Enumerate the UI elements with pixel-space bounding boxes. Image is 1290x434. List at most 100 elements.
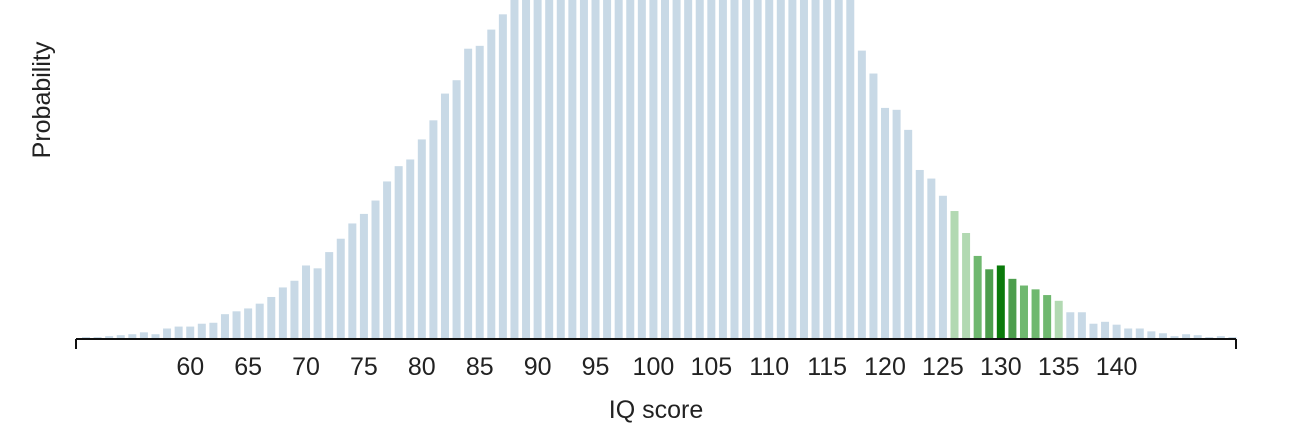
bar-iq-100 — [649, 0, 658, 339]
bar-iq-66 — [255, 303, 264, 339]
bar-iq-111 — [776, 0, 785, 339]
bar-iq-131 — [1008, 278, 1017, 339]
bar-iq-71 — [313, 268, 322, 339]
x-tick-label-135: 135 — [1038, 353, 1080, 381]
bar-iq-96 — [603, 0, 612, 339]
bar-iq-53 — [105, 336, 114, 339]
bar-iq-70 — [302, 265, 311, 339]
bar-iq-143 — [1147, 331, 1156, 339]
bar-iq-105 — [707, 0, 716, 339]
x-tick-label-115: 115 — [807, 353, 847, 381]
bar-iq-59 — [174, 326, 183, 339]
bar-iq-119 — [869, 73, 878, 339]
bar-iq-112 — [788, 0, 797, 339]
bar-iq-77 — [383, 181, 392, 339]
x-tick-label-75: 75 — [350, 353, 378, 381]
bar-iq-82 — [440, 93, 449, 339]
x-tick-label-125: 125 — [922, 353, 964, 381]
x-tick-label-70: 70 — [292, 353, 320, 381]
bar-iq-133 — [1031, 289, 1040, 339]
bar-iq-125 — [938, 195, 947, 339]
bar-iq-142 — [1135, 328, 1144, 339]
x-tick-label-105: 105 — [690, 353, 732, 381]
bar-iq-64 — [232, 311, 241, 339]
bar-iq-76 — [371, 200, 380, 339]
bar-iq-134 — [1043, 295, 1052, 339]
bar-iq-65 — [244, 308, 253, 339]
bar-iq-63 — [220, 314, 229, 339]
bar-iq-122 — [904, 129, 913, 339]
x-tick-label-80: 80 — [408, 353, 436, 381]
x-tick-label-100: 100 — [633, 353, 675, 381]
bar-iq-121 — [892, 109, 901, 339]
bar-iq-98 — [626, 0, 635, 339]
bar-iq-115 — [823, 0, 832, 339]
bar-iq-93 — [568, 0, 577, 339]
bar-iq-128 — [973, 255, 982, 339]
x-tick-label-110: 110 — [749, 353, 789, 381]
bar-iq-124 — [927, 178, 936, 339]
bar-iq-117 — [846, 0, 855, 339]
bar-iq-114 — [811, 0, 820, 339]
x-tick-label-90: 90 — [524, 353, 552, 381]
bar-iq-86 — [487, 29, 496, 339]
bar-iq-144 — [1158, 333, 1167, 339]
bar-iq-138 — [1089, 323, 1098, 339]
bar-iq-123 — [915, 169, 924, 339]
bar-iq-88 — [510, 0, 519, 339]
bar-iq-56 — [139, 332, 148, 339]
bar-iq-92 — [556, 0, 565, 339]
x-tick-label-130: 130 — [980, 353, 1022, 381]
bar-iq-107 — [730, 0, 739, 339]
bar-iq-135 — [1054, 300, 1063, 339]
bar-iq-68 — [278, 287, 287, 339]
bar-iq-91 — [545, 0, 554, 339]
bar-iq-58 — [163, 328, 172, 339]
bar-iq-99 — [637, 0, 646, 339]
bar-iq-67 — [267, 296, 276, 339]
bar-iq-110 — [765, 0, 774, 339]
bar-iq-108 — [742, 0, 751, 339]
bar-iq-120 — [881, 107, 890, 339]
x-tick-label-120: 120 — [864, 353, 906, 381]
x-ticks-group: 60 65 70 75 80 85 90 95 100 105 110 115 120 125 130 135… — [75, 339, 1237, 381]
bar-iq-97 — [614, 0, 623, 339]
bar-iq-57 — [151, 334, 160, 339]
bars-group — [82, 0, 1237, 340]
bar-iq-103 — [684, 0, 693, 339]
bar-iq-85 — [475, 45, 484, 340]
bar-iq-106 — [718, 0, 727, 339]
bar-iq-127 — [962, 233, 971, 339]
bar-iq-79 — [406, 159, 415, 339]
bar-iq-90 — [533, 0, 542, 339]
bar-iq-113 — [799, 0, 808, 339]
bar-iq-126 — [950, 211, 959, 339]
bar-iq-147 — [1193, 335, 1202, 339]
bar-iq-84 — [464, 48, 473, 339]
x-tick-label-140: 140 — [1096, 353, 1138, 381]
bar-iq-149 — [1216, 336, 1225, 339]
bar-iq-109 — [753, 0, 762, 339]
x-tick-label-85: 85 — [466, 353, 494, 381]
bar-iq-141 — [1124, 328, 1133, 339]
bar-iq-140 — [1112, 324, 1121, 339]
bar-iq-101 — [661, 0, 669, 339]
x-axis-label: IQ score — [609, 396, 703, 424]
bar-iq-87 — [498, 14, 507, 339]
bar-iq-75 — [359, 213, 368, 339]
bar-iq-116 — [834, 0, 843, 339]
bar-iq-54 — [116, 335, 125, 339]
bar-iq-60 — [186, 326, 195, 339]
bar-iq-145 — [1170, 336, 1179, 339]
bar-iq-83 — [452, 80, 461, 340]
bar-iq-130 — [996, 265, 1005, 339]
bar-iq-81 — [429, 120, 438, 339]
bar-iq-118 — [857, 50, 866, 340]
bar-iq-62 — [209, 322, 218, 339]
bar-iq-72 — [325, 252, 334, 339]
bar-iq-104 — [695, 0, 704, 339]
bar-iq-55 — [128, 334, 137, 339]
bar-iq-139 — [1101, 321, 1110, 339]
